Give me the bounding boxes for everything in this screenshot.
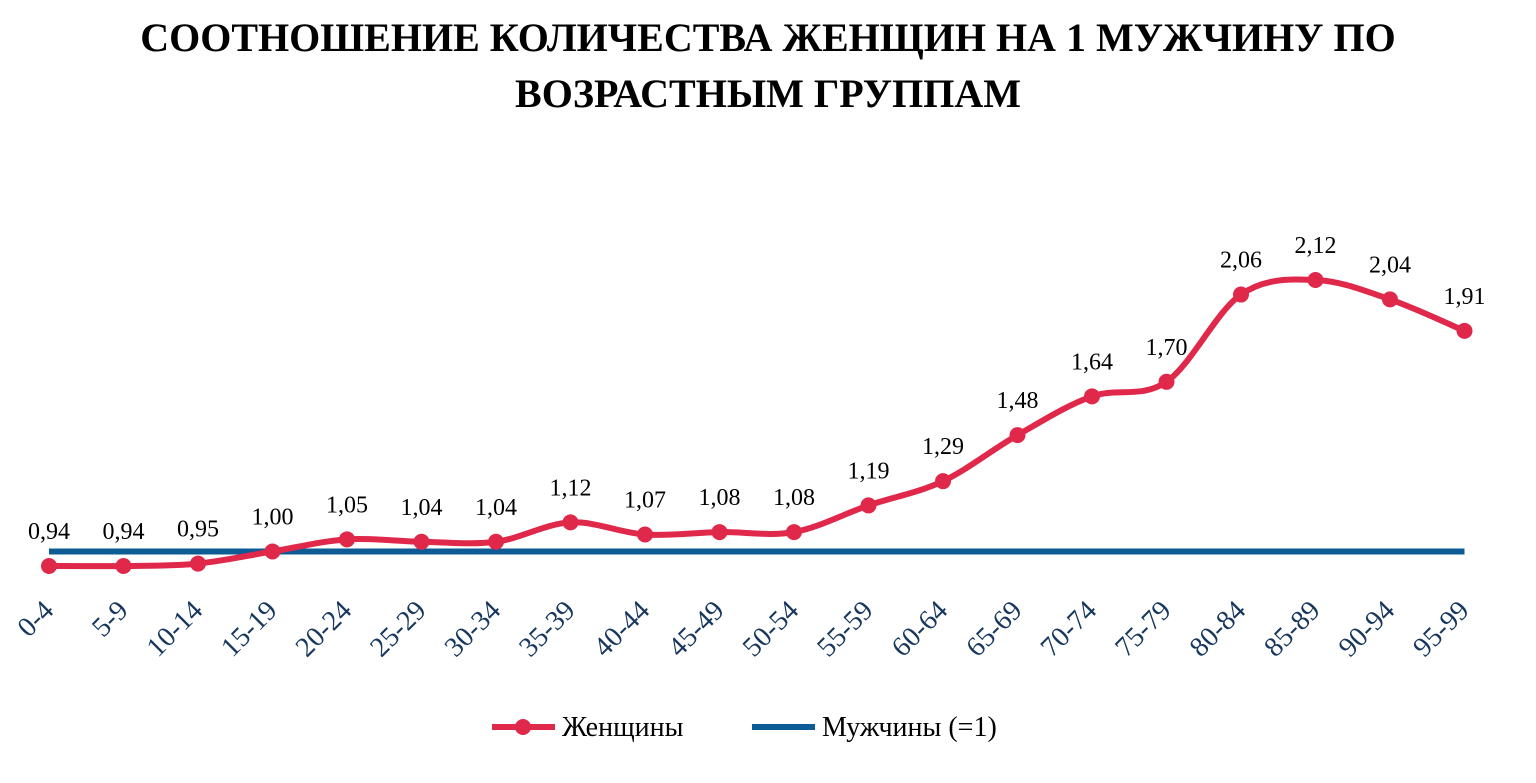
x-tick-label: 90-94 [1333, 595, 1401, 663]
series-markers-group [41, 272, 1473, 574]
data-label-women: 1,48 [997, 388, 1039, 414]
x-tick-label: 20-24 [290, 595, 358, 663]
data-label-women: 1,08 [773, 485, 815, 511]
x-tick-label: 25-29 [364, 595, 432, 663]
data-point-women [562, 514, 579, 531]
data-label-women: 1,64 [1071, 349, 1113, 375]
x-tick-label: 65-69 [960, 595, 1028, 663]
data-point-women [413, 533, 430, 550]
chart-title-line-2: ВОЗРАСТНЫМ ГРУППАМ [515, 71, 1021, 116]
x-tick-label: 95-99 [1407, 595, 1475, 663]
legend-label-women: Женщины [562, 712, 684, 743]
x-axis-tick-labels: 0-4 5-9 10-14 15-19 20-24 25-29 30-34 35-39 40-4… [12, 595, 1476, 663]
x-tick-label: 45-49 [662, 595, 730, 663]
data-point-women [488, 533, 504, 550]
series-line-women [46, 276, 1468, 570]
data-label-women: 1,04 [401, 495, 443, 521]
x-tick-label: 35-39 [513, 595, 581, 663]
data-point-women [1456, 322, 1473, 339]
data-point-women [115, 558, 132, 574]
data-label-women: 0,95 [177, 517, 219, 543]
legend: Женщины Мужчины (=1) [492, 712, 997, 743]
data-label-women: 1,04 [475, 495, 517, 521]
data-point-women [41, 558, 57, 574]
x-tick-label: 60-64 [886, 595, 954, 663]
data-label-women: 0,94 [103, 519, 145, 545]
x-tick-label: 5-9 [86, 595, 134, 643]
x-tick-label: 55-59 [811, 595, 879, 663]
data-point-women [1158, 373, 1175, 390]
data-label-women: 1,70 [1146, 335, 1188, 361]
data-label-women: 1,08 [699, 485, 741, 511]
x-tick-label: 10-14 [141, 595, 209, 663]
data-point-women [711, 524, 728, 541]
data-point-women [264, 543, 281, 560]
x-tick-label: 30-34 [439, 595, 507, 663]
data-label-women: 1,05 [326, 492, 368, 518]
x-tick-label: 70-74 [1035, 595, 1103, 663]
data-label-women: 2,12 [1295, 233, 1337, 259]
data-label-women: 2,04 [1369, 252, 1411, 278]
data-point-women [339, 531, 355, 548]
x-tick-label: 15-19 [215, 595, 283, 663]
data-point-women [935, 473, 951, 490]
x-tick-label: 40-44 [588, 595, 656, 663]
chart-title-line-1: СООТНОШЕНИЕ КОЛИЧЕСТВА ЖЕНЩИН НА 1 МУЖЧИ… [140, 15, 1396, 60]
x-tick-label: 85-89 [1258, 595, 1326, 663]
data-label-women: 1,91 [1444, 284, 1486, 310]
x-tick-label: 50-54 [737, 595, 805, 663]
data-point-women [1307, 272, 1324, 288]
data-point-women [1233, 286, 1249, 303]
data-point-women [1084, 388, 1100, 405]
data-point-women [1382, 291, 1398, 308]
data-label-women: 0,94 [28, 519, 70, 545]
data-label-women: 2,06 [1220, 248, 1262, 274]
data-label-women: 1,00 [252, 504, 294, 530]
chart-title: СООТНОШЕНИЕ КОЛИЧЕСТВА ЖЕНЩИН НА 1 МУЖЧИ… [0, 10, 1536, 122]
data-point-women [190, 555, 206, 572]
data-point-women [1009, 427, 1026, 444]
data-point-women [786, 524, 802, 541]
x-tick-label: 0-4 [12, 595, 60, 643]
data-point-women [637, 526, 653, 543]
series-lines-group [46, 276, 1468, 570]
data-label-women: 1,29 [922, 434, 964, 460]
data-point-women [860, 497, 877, 514]
legend-marker-women [515, 719, 531, 735]
data-label-women: 1,19 [848, 458, 890, 484]
data-label-women: 1,07 [624, 487, 666, 513]
x-tick-label: 80-84 [1184, 595, 1252, 663]
data-label-women: 1,12 [550, 475, 592, 501]
data-labels-group: 0,94 0,94 0,95 1,00 1,05 1,04 1,04 1,12 1,07 1,08… [28, 233, 1486, 545]
x-tick-label: 75-79 [1109, 595, 1177, 663]
legend-label-men: Мужчины (=1) [822, 712, 997, 743]
